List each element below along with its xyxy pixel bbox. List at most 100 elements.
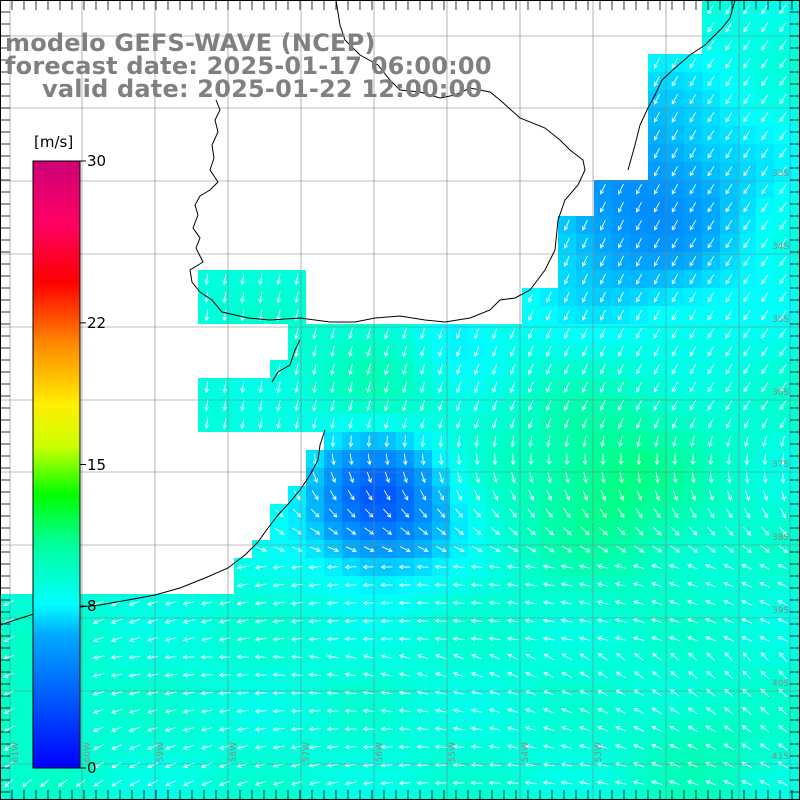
wind-arrow: [506, 636, 519, 641]
wind-arrow: [670, 652, 680, 661]
wind-arrow: [384, 345, 390, 358]
wind-arrow: [741, 617, 753, 624]
wind-arrow: [779, 130, 787, 141]
wind-arrow: [545, 327, 552, 339]
wind-arrow: [3, 636, 15, 643]
wind-arrow: [759, 761, 771, 769]
wind-arrow: [707, 417, 714, 429]
wind-arrow: [542, 726, 555, 732]
wind-arrow: [310, 508, 320, 518]
wind-arrow: [761, 148, 769, 159]
wind-arrow: [402, 453, 408, 466]
wind-arrow: [650, 780, 663, 786]
wind-arrow: [222, 399, 227, 412]
wind-arrow: [146, 654, 159, 660]
wind-arrow: [362, 726, 375, 732]
wind-arrow: [416, 618, 429, 624]
wind-speed-cell: [72, 792, 90, 800]
wind-arrow: [650, 636, 663, 642]
wind-speed-cell: [576, 792, 594, 800]
wind-arrow: [689, 256, 697, 267]
wind-arrow: [632, 600, 645, 606]
wind-arrow: [691, 471, 696, 484]
wind-arrow: [687, 636, 699, 642]
longitude-label: 57W: [302, 742, 312, 763]
wind-arrow: [382, 508, 392, 518]
wind-arrow: [741, 743, 752, 751]
wind-arrow: [581, 363, 588, 375]
wind-arrow: [759, 599, 771, 606]
wind-arrow: [743, 310, 751, 321]
wind-arrow: [398, 636, 411, 642]
wind-arrow: [147, 744, 159, 750]
wind-arrow: [635, 273, 642, 285]
wind-arrow: [725, 166, 733, 177]
wind-arrow: [617, 309, 624, 321]
wind-arrow: [438, 363, 444, 376]
wind-arrow: [330, 345, 335, 358]
wind-speed-cell: [792, 540, 800, 558]
wind-arrow: [654, 453, 660, 466]
wind-arrow: [779, 166, 787, 177]
wind-arrow: [362, 636, 375, 642]
wind-arrow: [529, 471, 534, 484]
wind-arrow: [218, 654, 231, 660]
wind-arrow: [616, 526, 626, 536]
wind-arrow: [258, 399, 263, 412]
wind-arrow: [669, 707, 680, 715]
wind-arrow: [276, 399, 281, 412]
wind-arrow: [452, 564, 465, 570]
wind-speed-cell: [36, 648, 54, 666]
wind-arrow: [779, 651, 787, 662]
wind-arrow: [761, 94, 769, 105]
wind-arrow: [473, 508, 482, 519]
wind-arrow: [273, 546, 285, 552]
wind-speed-cell: [18, 666, 36, 684]
wind-arrow: [488, 762, 501, 768]
wind-arrow: [707, 40, 715, 51]
wind-arrow: [344, 690, 357, 696]
wind-arrow: [614, 744, 627, 750]
wind-arrow: [614, 564, 627, 569]
wind-arrow: [362, 582, 375, 588]
wind-arrow: [705, 564, 717, 570]
wind-arrow: [146, 726, 159, 732]
wind-arrow: [650, 582, 663, 588]
wind-speed-cell: [18, 684, 36, 702]
wind-arrow: [596, 780, 609, 785]
wind-arrow: [416, 744, 429, 750]
wind-arrow: [723, 563, 735, 570]
wind-arrow: [434, 618, 447, 624]
wind-arrow: [762, 489, 768, 502]
wind-arrow: [635, 201, 642, 213]
latitude-label: 34S: [772, 242, 790, 252]
wind-arrow: [580, 526, 590, 536]
wind-arrow: [416, 582, 429, 588]
wind-arrow: [308, 726, 321, 732]
wind-speed-cell: [18, 648, 36, 666]
wind-arrow: [596, 564, 609, 569]
wind-arrow: [635, 363, 642, 375]
wind-arrow: [164, 618, 177, 624]
wind-arrow: [723, 725, 734, 733]
wind-arrow: [705, 618, 717, 624]
latitude-label: 38S: [772, 533, 790, 543]
wind-arrow: [218, 637, 231, 642]
wind-arrow: [618, 489, 624, 501]
wind-arrow: [726, 489, 732, 502]
wind-arrow: [236, 637, 249, 642]
wind-arrow: [633, 671, 644, 679]
wind-arrow: [452, 726, 465, 731]
wind-arrow: [437, 508, 446, 518]
wind-arrow: [236, 780, 249, 786]
wind-arrow: [561, 653, 572, 661]
wind-arrow: [438, 381, 444, 394]
wind-speed-cell: [54, 720, 72, 738]
wind-arrow: [506, 708, 519, 714]
wind-arrow: [456, 327, 462, 340]
wind-arrow: [597, 707, 609, 714]
wind-arrow: [146, 636, 159, 642]
wind-speed-cell: [468, 792, 486, 800]
wind-arrow: [488, 780, 501, 786]
wind-arrow: [452, 762, 465, 768]
